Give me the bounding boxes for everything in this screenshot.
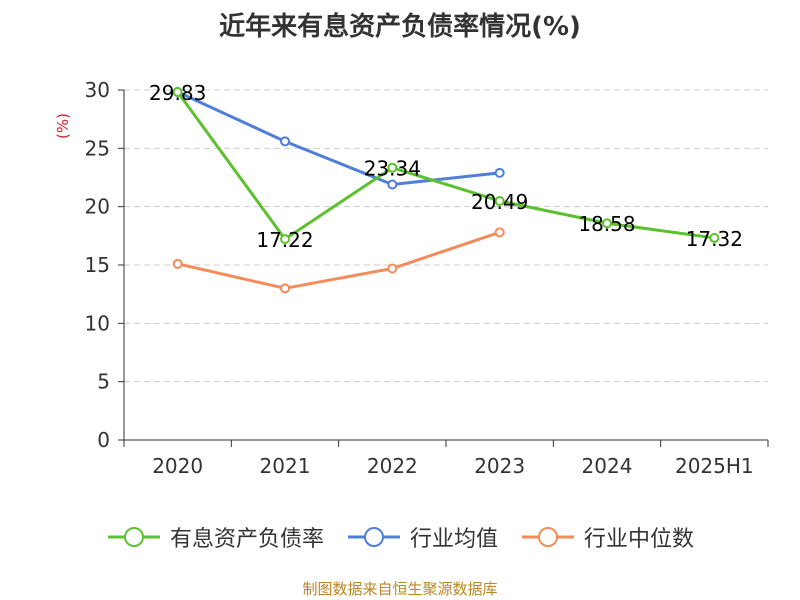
data-point — [494, 227, 505, 238]
data-point — [387, 179, 398, 190]
y-tick-label: 0 — [97, 428, 110, 452]
legend-swatch-marker — [123, 527, 144, 547]
legend-label: 行业均值 — [409, 527, 498, 552]
grid-lines — [124, 89, 768, 383]
data-label: 20.49 — [471, 190, 528, 214]
axes: 0 5 10 15 20 25 30 2020 2021 2022 2023 2024 2025H1 (%… — [54, 78, 769, 478]
data-point — [709, 232, 720, 243]
x-tick-label: 2020 — [152, 454, 203, 478]
data-point — [494, 167, 505, 178]
legend: 有息资产负债率 行业均值 行业中位数 — [0, 520, 800, 554]
legend-item: 有息资产负债率 — [106, 521, 324, 553]
series-line — [177, 230, 501, 290]
series-group — [172, 86, 720, 294]
y-tick-label: 5 — [97, 370, 110, 394]
data-point — [602, 218, 612, 229]
x-tick-label: 2024 — [582, 454, 633, 478]
data-label: 18.58 — [578, 212, 635, 236]
data-point — [387, 162, 398, 173]
data-point — [494, 195, 505, 206]
x-tick-label: 2021 — [260, 454, 311, 478]
data-point — [387, 263, 398, 274]
y-tick-label: 15 — [85, 253, 110, 277]
legend-swatch — [107, 527, 160, 547]
legend-swatch — [522, 527, 574, 547]
legend-swatch-marker — [538, 527, 558, 547]
chart-title: 近年来有息资产负债率情况(%) — [219, 12, 581, 42]
series-line — [177, 90, 500, 186]
series-line — [176, 91, 715, 241]
legend-item: 行业均值 — [346, 521, 498, 553]
data-point — [172, 258, 183, 269]
legend-item: 行业中位数 — [520, 521, 694, 553]
y-tick-label: 25 — [85, 136, 110, 160]
data-label: 23.34 — [364, 157, 421, 181]
source-note: 制图数据来自恒生聚源数据库 — [302, 580, 498, 598]
data-label: 29.83 — [149, 81, 206, 105]
x-tick-label: 2025H1 — [675, 454, 754, 478]
data-label: 17.22 — [256, 228, 313, 252]
data-point — [280, 234, 290, 245]
data-labels: 29.83 17.22 23.34 20.49 18.58 17.32 — [149, 81, 743, 252]
data-point — [280, 136, 290, 147]
legend-swatch-marker — [363, 527, 384, 547]
data-label: 17.32 — [686, 227, 743, 251]
legend-swatch — [347, 527, 400, 547]
data-point — [172, 86, 183, 97]
y-tick-label: 10 — [85, 311, 110, 335]
legend-label: 行业中位数 — [584, 527, 695, 552]
data-point — [280, 283, 290, 294]
y-tick-label: 30 — [85, 78, 110, 102]
x-tick-label: 2022 — [367, 454, 418, 478]
y-tick-label: 20 — [85, 195, 110, 219]
legend-label: 有息资产负债率 — [169, 527, 324, 552]
y-axis-label: (%) — [54, 113, 72, 139]
x-tick-label: 2023 — [474, 454, 525, 478]
